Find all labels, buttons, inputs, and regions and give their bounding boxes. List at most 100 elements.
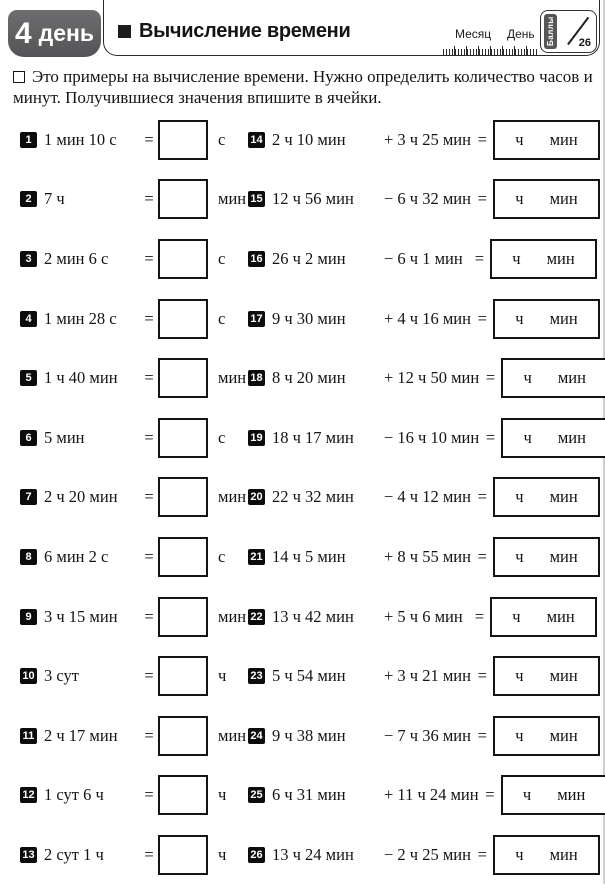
first-operand: 13 ч 42 мин (272, 606, 354, 626)
problem-expression: 1 мин 28 с (44, 308, 117, 328)
answer-box[interactable] (158, 477, 208, 518)
minutes-unit-label: мин (557, 785, 586, 805)
answer-box[interactable]: ч мин (492, 179, 600, 220)
minutes-unit-label: мин (549, 725, 578, 745)
problem-expression: 6 мин 2 с (44, 546, 109, 566)
problem-row: 12 1 сут 6 ч = ч (20, 766, 248, 826)
problem-number-badge: 26 (248, 846, 265, 863)
answer-box[interactable] (158, 358, 208, 399)
answer-box[interactable]: ч мин (492, 119, 600, 160)
unit-label: ч (218, 666, 227, 686)
equals-sign: = (144, 785, 154, 805)
first-operand: 2 ч 10 мин (272, 129, 346, 149)
problem-row: 7 2 ч 20 мин = мин (20, 468, 248, 528)
minutes-unit-label: мин (549, 189, 578, 209)
answer-box[interactable]: ч мин (492, 536, 600, 577)
minutes-unit-label: мин (557, 427, 586, 447)
minutes-unit-label: мин (546, 248, 575, 268)
day-label: День (507, 27, 535, 41)
problem-row: 9 3 ч 15 мин = мин (20, 587, 248, 647)
problem-row: 8 6 мин 2 с = с (20, 527, 248, 587)
hours-unit-label: ч (515, 546, 524, 566)
hours-unit-label: ч (515, 844, 524, 864)
equals-sign: = (474, 248, 484, 268)
equals-sign: = (144, 844, 154, 864)
problem-row: 3 2 мин 6 с = с (20, 229, 248, 289)
right-problems-column: 14 2 ч 10 мин + 3 ч 25 мин = ч мин 15 12… (248, 110, 605, 885)
checkbox-icon (13, 71, 25, 83)
answer-box[interactable]: ч мин (492, 834, 600, 875)
problem-row: 4 1 мин 28 с = с (20, 289, 248, 349)
first-operand: 18 ч 17 мин (272, 427, 354, 447)
hours-unit-label: ч (512, 248, 521, 268)
unit-label: мин (218, 606, 247, 626)
answer-box[interactable]: ч мин (490, 596, 597, 637)
first-operand: 9 ч 38 мин (272, 725, 346, 745)
problem-row: 13 2 сут 1 ч = ч (20, 825, 248, 885)
answer-box[interactable]: ч мин (490, 238, 597, 279)
equals-sign: = (144, 129, 154, 149)
equals-sign: = (474, 606, 484, 626)
problem-number-badge: 2 (20, 191, 37, 208)
second-operand: + 12 ч 50 мин (384, 368, 480, 388)
score-badge: Баллы 26 (540, 10, 597, 53)
problem-row: 19 18 ч 17 мин − 16 ч 10 мин = ч мин (248, 408, 605, 468)
answer-box[interactable] (158, 536, 208, 577)
answer-box[interactable]: ч мин (492, 715, 600, 756)
first-operand: 26 ч 2 мин (272, 248, 346, 268)
minutes-unit-label: мин (549, 546, 578, 566)
problem-expression: 2 ч 17 мин (44, 725, 118, 745)
answer-box[interactable]: ч мин (492, 477, 600, 518)
hours-unit-label: ч (515, 725, 524, 745)
problem-number-badge: 19 (248, 429, 265, 446)
problem-row: 24 9 ч 38 мин − 7 ч 36 мин = ч мин (248, 706, 600, 766)
answer-box[interactable]: ч мин (501, 417, 605, 458)
answer-box[interactable] (158, 119, 208, 160)
answer-box[interactable] (158, 238, 208, 279)
problem-number-badge: 13 (20, 846, 37, 863)
minutes-unit-label: мин (549, 666, 578, 686)
second-operand: + 5 ч 6 мин (384, 606, 463, 626)
page-title-row: Вычисление времени (118, 20, 351, 43)
answer-box[interactable] (158, 656, 208, 697)
problem-number-badge: 24 (248, 727, 265, 744)
equals-sign: = (144, 725, 154, 745)
answer-box[interactable] (158, 179, 208, 220)
hours-unit-label: ч (523, 368, 532, 388)
unit-label: с (218, 427, 226, 447)
equals-sign: = (477, 487, 487, 507)
answer-box[interactable]: ч мин (492, 656, 600, 697)
problem-row: 6 5 мин = с (20, 408, 248, 468)
answer-box[interactable] (158, 417, 208, 458)
unit-label: ч (218, 785, 227, 805)
problem-number-badge: 5 (20, 370, 37, 387)
answer-box[interactable]: ч мин (492, 298, 600, 339)
problem-expression: 1 ч 40 мин (44, 368, 118, 388)
answer-box[interactable]: ч мин (501, 358, 605, 399)
problem-number-badge: 15 (248, 191, 265, 208)
equals-sign: = (485, 785, 495, 805)
second-operand: + 8 ч 55 мин (384, 546, 471, 566)
day-tab: 4 день (8, 10, 101, 57)
answer-box[interactable] (158, 715, 208, 756)
problem-expression: 5 мин (44, 427, 85, 447)
unit-label: с (218, 308, 226, 328)
first-operand: 5 ч 54 мин (272, 666, 346, 686)
answer-box[interactable]: ч мин (500, 775, 605, 816)
equals-sign: = (144, 308, 154, 328)
equals-sign: = (144, 248, 154, 268)
answer-box[interactable] (158, 775, 208, 816)
unit-label: с (218, 546, 226, 566)
answer-box[interactable] (158, 596, 208, 637)
score-max-value: 26 (578, 37, 591, 49)
second-operand: − 6 ч 1 мин (384, 248, 463, 268)
unit-label: с (218, 129, 226, 149)
answer-box[interactable] (158, 298, 208, 339)
second-operand: + 4 ч 16 мин (384, 308, 471, 328)
second-operand: − 7 ч 36 мин (384, 725, 471, 745)
equals-sign: = (485, 427, 496, 447)
answer-box[interactable] (158, 834, 208, 875)
problem-row: 18 8 ч 20 мин + 12 ч 50 мин = ч мин (248, 348, 605, 408)
problem-row: 2 7 ч = мин (20, 170, 248, 230)
problem-number-badge: 10 (20, 668, 37, 685)
